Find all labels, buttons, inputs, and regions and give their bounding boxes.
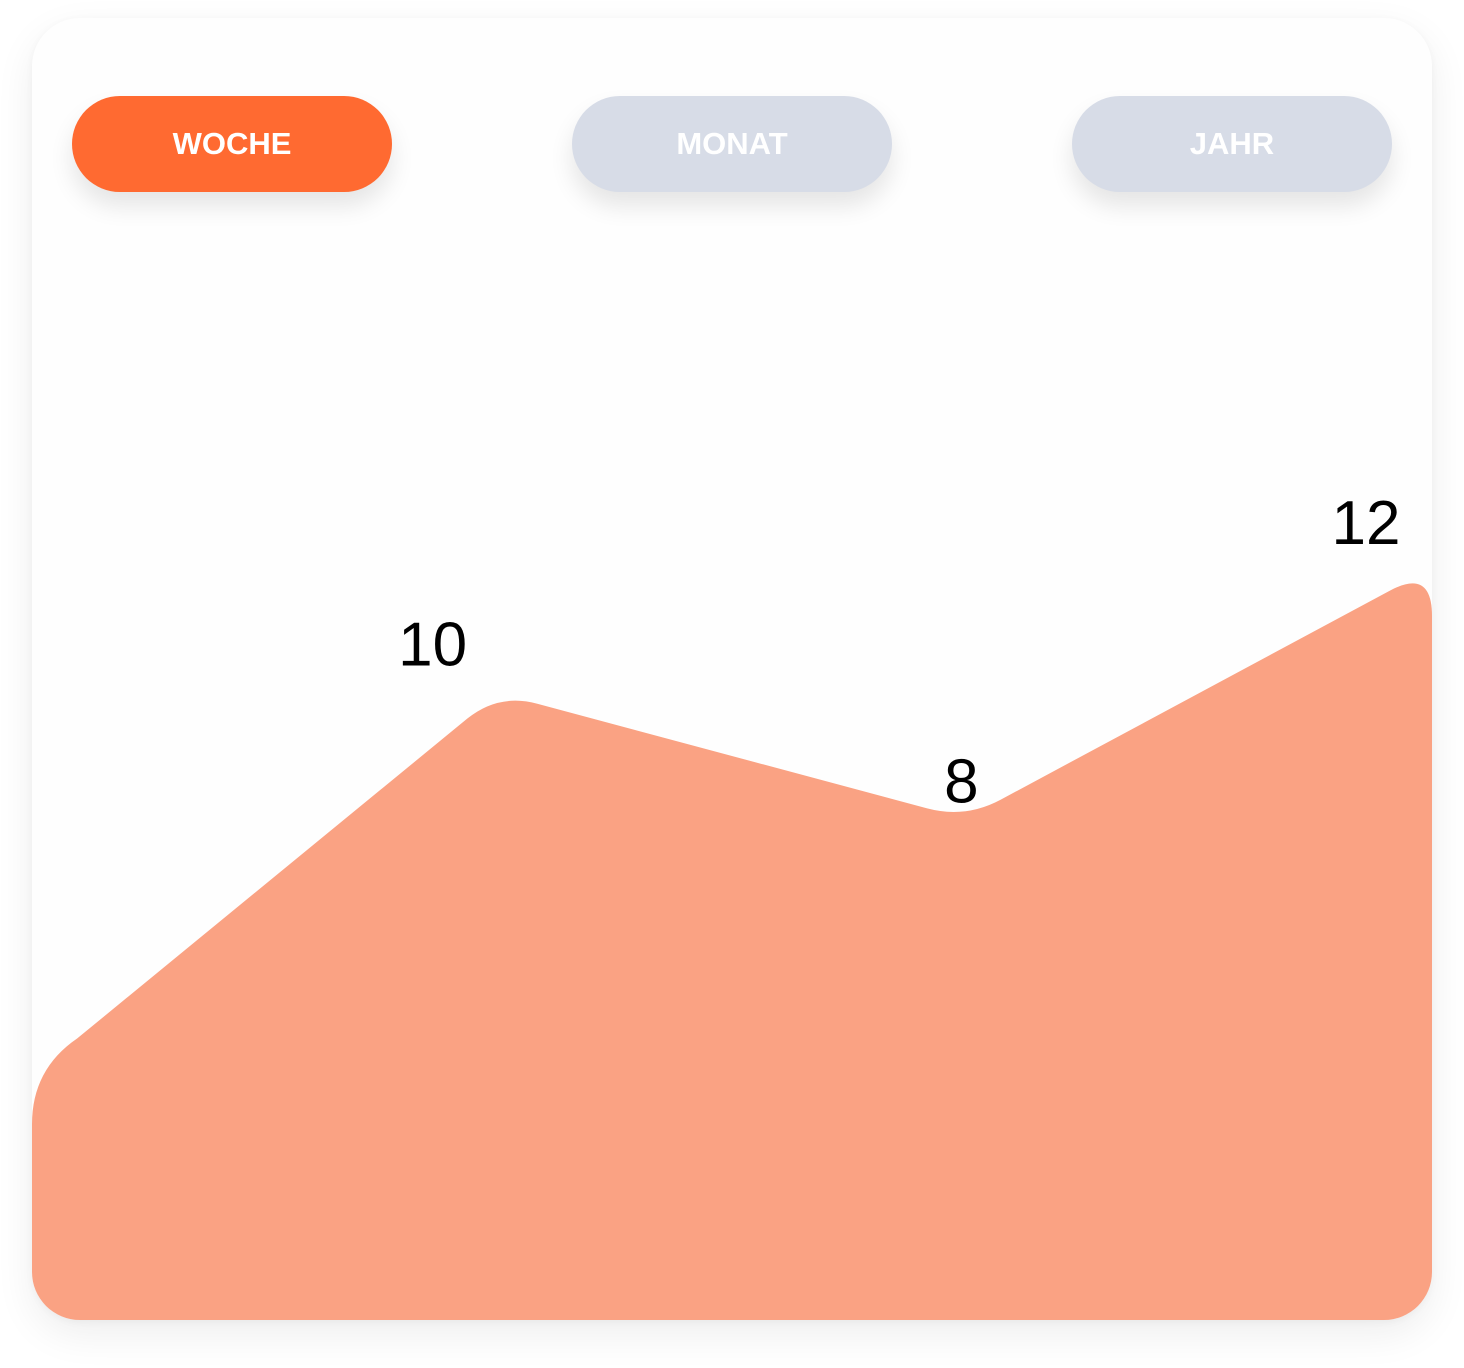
- data-label: 12: [1332, 489, 1401, 558]
- tab-monat[interactable]: MONAT: [572, 96, 892, 192]
- data-label: 10: [398, 610, 467, 679]
- chart-card: WOCHE MONAT JAHR 10 8 12: [32, 18, 1432, 1320]
- area-series: [32, 583, 1432, 1320]
- tab-woche[interactable]: WOCHE: [72, 96, 392, 192]
- area-chart: 10 8 12: [32, 489, 1432, 1320]
- tab-jahr[interactable]: JAHR: [1072, 96, 1392, 192]
- data-label: 8: [944, 748, 978, 817]
